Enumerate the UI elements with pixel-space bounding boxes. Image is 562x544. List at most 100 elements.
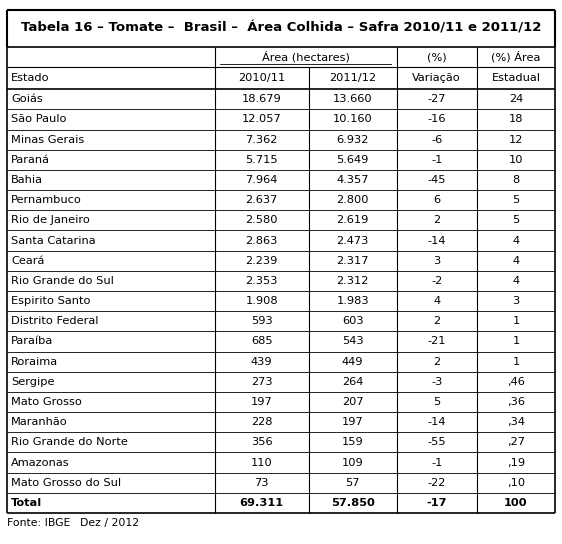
Text: Sergipe: Sergipe <box>11 377 55 387</box>
Text: 2.637: 2.637 <box>246 195 278 205</box>
Text: -45: -45 <box>428 175 446 185</box>
Text: Tabela 16 – Tomate –  Brasil –  Área Colhida – Safra 2010/11 e 2011/12: Tabela 16 – Tomate – Brasil – Área Colhi… <box>21 22 541 35</box>
Text: 2.239: 2.239 <box>246 256 278 266</box>
Text: 2.353: 2.353 <box>246 276 278 286</box>
Text: 543: 543 <box>342 336 364 347</box>
Text: Ceará: Ceará <box>11 256 44 266</box>
Text: 5: 5 <box>513 215 519 225</box>
Text: -6: -6 <box>431 135 442 145</box>
Text: 197: 197 <box>342 417 364 427</box>
Text: São Paulo: São Paulo <box>11 114 67 125</box>
Text: 2011/12: 2011/12 <box>329 73 376 83</box>
Text: -27: -27 <box>428 94 446 104</box>
Text: Variação: Variação <box>413 73 461 83</box>
Text: 197: 197 <box>251 397 273 407</box>
Text: 73: 73 <box>255 478 269 488</box>
Text: 2.580: 2.580 <box>246 215 278 225</box>
Text: Minas Gerais: Minas Gerais <box>11 135 84 145</box>
Text: 2.800: 2.800 <box>337 195 369 205</box>
Text: Fonte: IBGE: Fonte: IBGE <box>7 518 70 528</box>
Text: 4: 4 <box>513 276 519 286</box>
Text: 356: 356 <box>251 437 273 447</box>
Text: Bahia: Bahia <box>11 175 43 185</box>
Text: 24: 24 <box>509 94 523 104</box>
Text: 4.357: 4.357 <box>337 175 369 185</box>
Text: Mato Grosso: Mato Grosso <box>11 397 82 407</box>
Text: Maranhão: Maranhão <box>11 417 68 427</box>
Text: Dez / 2012: Dez / 2012 <box>80 518 139 528</box>
Text: 264: 264 <box>342 377 364 387</box>
Text: 593: 593 <box>251 316 273 326</box>
Text: Goiás: Goiás <box>11 94 43 104</box>
Text: 6: 6 <box>433 195 440 205</box>
Text: Estado: Estado <box>11 73 50 83</box>
Text: Total: Total <box>11 498 43 508</box>
Text: 4: 4 <box>513 256 519 266</box>
Text: 3: 3 <box>513 296 519 306</box>
Text: (%) Área: (%) Área <box>491 51 541 63</box>
Text: 5: 5 <box>513 195 519 205</box>
Text: 18.679: 18.679 <box>242 94 282 104</box>
Text: 1: 1 <box>513 357 519 367</box>
Text: Espirito Santo: Espirito Santo <box>11 296 90 306</box>
Text: Paraná: Paraná <box>11 155 50 165</box>
Text: ,46: ,46 <box>507 377 525 387</box>
Text: -21: -21 <box>428 336 446 347</box>
Text: ,10: ,10 <box>507 478 525 488</box>
Text: -1: -1 <box>431 155 442 165</box>
Text: 8: 8 <box>513 175 519 185</box>
Text: 228: 228 <box>251 417 273 427</box>
Text: 7.362: 7.362 <box>246 135 278 145</box>
Text: Mato Grosso do Sul: Mato Grosso do Sul <box>11 478 121 488</box>
Text: 4: 4 <box>513 236 519 245</box>
Text: (%): (%) <box>427 52 446 62</box>
Text: 2: 2 <box>433 357 440 367</box>
Text: -3: -3 <box>431 377 442 387</box>
Text: -17: -17 <box>427 498 447 508</box>
Text: 2.619: 2.619 <box>337 215 369 225</box>
Text: 10.160: 10.160 <box>333 114 373 125</box>
Text: ,19: ,19 <box>507 458 525 467</box>
Text: 57.850: 57.850 <box>330 498 375 508</box>
Text: 2010/11: 2010/11 <box>238 73 285 83</box>
Text: Roraima: Roraima <box>11 357 58 367</box>
Text: 5.649: 5.649 <box>337 155 369 165</box>
Text: 449: 449 <box>342 357 364 367</box>
Text: Amazonas: Amazonas <box>11 458 70 467</box>
Text: ,34: ,34 <box>507 417 525 427</box>
Text: 18: 18 <box>509 114 523 125</box>
Text: 603: 603 <box>342 316 364 326</box>
Text: 12.057: 12.057 <box>242 114 282 125</box>
Text: -2: -2 <box>431 276 442 286</box>
Text: Rio de Janeiro: Rio de Janeiro <box>11 215 90 225</box>
Text: Pernambuco: Pernambuco <box>11 195 82 205</box>
Text: -14: -14 <box>428 236 446 245</box>
Text: 207: 207 <box>342 397 364 407</box>
Text: Área (hectares): Área (hectares) <box>262 51 350 63</box>
Text: 100: 100 <box>504 498 528 508</box>
Text: 1.908: 1.908 <box>245 296 278 306</box>
Text: 13.660: 13.660 <box>333 94 373 104</box>
Text: 5.715: 5.715 <box>245 155 278 165</box>
Text: 2.317: 2.317 <box>337 256 369 266</box>
Text: 2.473: 2.473 <box>337 236 369 245</box>
Text: Santa Catarina: Santa Catarina <box>11 236 96 245</box>
Text: ,36: ,36 <box>507 397 525 407</box>
Text: Distrito Federal: Distrito Federal <box>11 316 99 326</box>
Text: 10: 10 <box>509 155 523 165</box>
Text: Paraíba: Paraíba <box>11 336 53 347</box>
Text: 439: 439 <box>251 357 273 367</box>
Text: 273: 273 <box>251 377 273 387</box>
Text: 6.932: 6.932 <box>337 135 369 145</box>
Text: 4: 4 <box>433 296 440 306</box>
Text: ,27: ,27 <box>507 437 525 447</box>
Text: Rio Grande do Sul: Rio Grande do Sul <box>11 276 114 286</box>
Text: Estadual: Estadual <box>491 73 541 83</box>
Text: Rio Grande do Norte: Rio Grande do Norte <box>11 437 128 447</box>
Text: 7.964: 7.964 <box>246 175 278 185</box>
Text: 2.863: 2.863 <box>246 236 278 245</box>
Text: -55: -55 <box>427 437 446 447</box>
Text: 57: 57 <box>346 478 360 488</box>
Text: 5: 5 <box>433 397 440 407</box>
Text: 2: 2 <box>433 215 440 225</box>
